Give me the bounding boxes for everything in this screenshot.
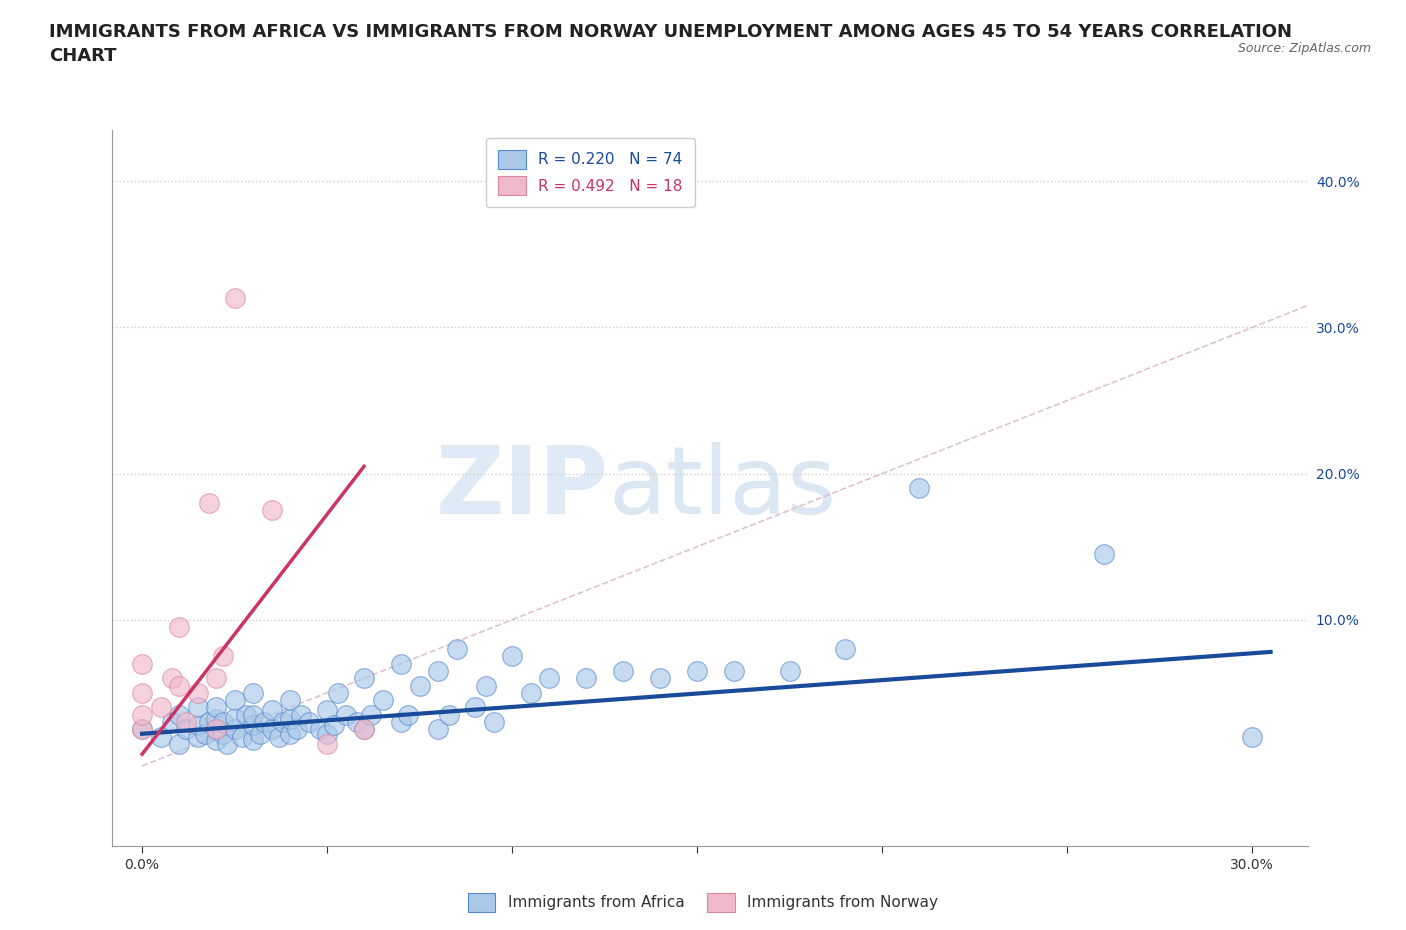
Point: [167, 619, 190, 634]
Point: [779, 663, 801, 678]
Legend: Immigrants from Africa, Immigrants from Norway: Immigrants from Africa, Immigrants from …: [461, 887, 945, 918]
Point: [353, 722, 375, 737]
Point: [242, 708, 264, 723]
Point: [353, 722, 375, 737]
Point: [267, 729, 290, 744]
Point: [328, 685, 350, 700]
Text: ZIP: ZIP: [436, 443, 609, 534]
Point: [908, 481, 931, 496]
Point: [612, 663, 634, 678]
Point: [167, 678, 190, 693]
Point: [205, 722, 228, 737]
Point: [224, 711, 246, 725]
Text: IMMIGRANTS FROM AFRICA VS IMMIGRANTS FROM NORWAY UNEMPLOYMENT AMONG AGES 45 TO 5: IMMIGRANTS FROM AFRICA VS IMMIGRANTS FRO…: [49, 23, 1292, 65]
Point: [335, 708, 357, 723]
Point: [205, 722, 228, 737]
Point: [131, 722, 153, 737]
Point: [1241, 729, 1264, 744]
Point: [167, 708, 190, 723]
Point: [408, 678, 430, 693]
Point: [308, 722, 330, 737]
Point: [187, 718, 209, 733]
Point: [205, 711, 228, 726]
Point: [575, 671, 598, 685]
Text: atlas: atlas: [609, 443, 837, 534]
Point: [538, 671, 561, 685]
Point: [260, 503, 283, 518]
Point: [278, 711, 301, 726]
Point: [437, 708, 460, 723]
Point: [371, 693, 394, 708]
Point: [482, 714, 505, 729]
Point: [271, 714, 294, 729]
Legend: R = 0.220   N = 74, R = 0.492   N = 18: R = 0.220 N = 74, R = 0.492 N = 18: [486, 138, 695, 207]
Point: [217, 737, 239, 751]
Point: [723, 663, 745, 678]
Point: [242, 685, 264, 700]
Point: [187, 729, 209, 744]
Point: [224, 693, 246, 708]
Point: [389, 657, 412, 671]
Point: [290, 708, 312, 723]
Point: [197, 714, 219, 729]
Point: [205, 732, 228, 747]
Point: [231, 729, 253, 744]
Point: [260, 722, 283, 737]
Point: [205, 700, 228, 715]
Point: [197, 496, 219, 511]
Point: [278, 693, 301, 708]
Point: [834, 642, 856, 657]
Point: [501, 649, 523, 664]
Point: [212, 726, 235, 741]
Point: [316, 703, 339, 718]
Point: [176, 714, 198, 729]
Point: [519, 685, 541, 700]
Point: [249, 726, 271, 741]
Point: [464, 700, 486, 715]
Point: [686, 663, 709, 678]
Point: [278, 726, 301, 741]
Point: [205, 671, 228, 685]
Point: [389, 714, 412, 729]
Point: [167, 737, 190, 751]
Point: [287, 722, 309, 737]
Point: [235, 708, 257, 723]
Point: [131, 708, 153, 723]
Point: [149, 700, 172, 715]
Point: [242, 732, 264, 747]
Point: [316, 726, 339, 741]
Point: [346, 714, 368, 729]
Point: [149, 729, 172, 744]
Point: [446, 642, 468, 657]
Point: [194, 726, 217, 741]
Point: [224, 291, 246, 306]
Point: [131, 657, 153, 671]
Point: [176, 722, 198, 737]
Point: [224, 722, 246, 737]
Text: Source: ZipAtlas.com: Source: ZipAtlas.com: [1237, 42, 1371, 55]
Point: [427, 722, 450, 737]
Point: [353, 671, 375, 685]
Point: [316, 737, 339, 751]
Point: [253, 714, 276, 729]
Point: [1092, 547, 1115, 562]
Point: [242, 718, 264, 733]
Point: [160, 714, 183, 729]
Point: [131, 685, 153, 700]
Point: [297, 714, 319, 729]
Point: [187, 685, 209, 700]
Point: [212, 649, 235, 664]
Point: [212, 714, 235, 729]
Point: [323, 718, 346, 733]
Point: [360, 708, 382, 723]
Point: [427, 663, 450, 678]
Point: [131, 722, 153, 737]
Point: [260, 703, 283, 718]
Point: [648, 671, 671, 685]
Point: [187, 700, 209, 715]
Point: [160, 671, 183, 685]
Point: [398, 708, 420, 723]
Point: [475, 678, 498, 693]
